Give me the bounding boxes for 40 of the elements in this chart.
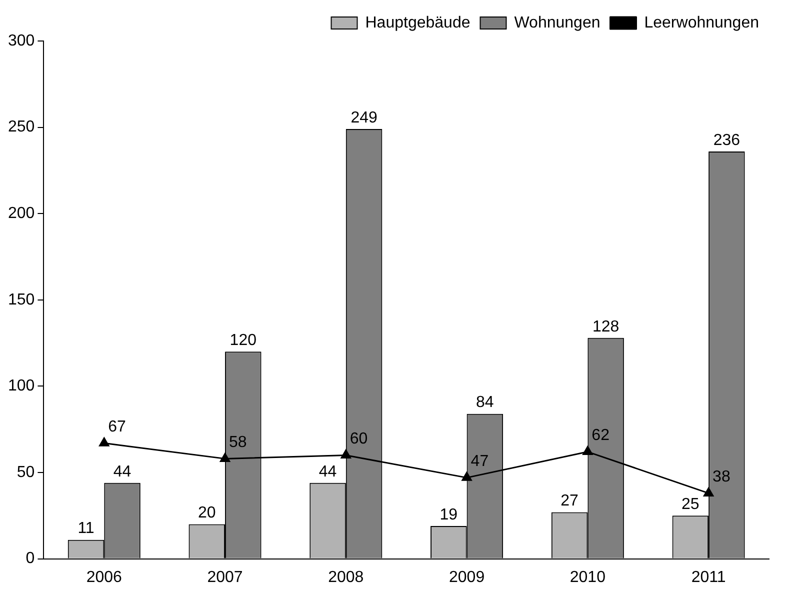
data-label: 249	[350, 109, 378, 126]
data-label: 20	[198, 504, 216, 522]
point	[462, 472, 472, 481]
x-tick-label: 2011	[691, 568, 726, 586]
point	[340, 449, 351, 458]
legend-label: Wohnungen	[514, 14, 600, 32]
x-tick-label: 2007	[207, 568, 243, 586]
data-label: 128	[592, 318, 620, 336]
data-label: 60	[350, 430, 368, 448]
data-label: 67	[108, 418, 126, 436]
data-label: 19	[440, 506, 458, 524]
point	[220, 452, 230, 462]
x-tick-label: 2010	[570, 568, 606, 586]
point	[582, 446, 593, 456]
data-label: 120	[230, 332, 257, 350]
data-label: 236	[713, 132, 740, 149]
x-tick-label: 2006	[86, 568, 122, 586]
data-label: 25	[682, 496, 700, 514]
y-tick-label: 50	[16, 464, 35, 481]
data-label: 44	[113, 463, 132, 480]
data-label: 11	[78, 520, 94, 538]
y-tick-label: 150	[8, 291, 35, 308]
data-label: 58	[229, 434, 247, 452]
y-tick-label: 100	[8, 378, 35, 395]
y-tick-label: 250	[8, 118, 35, 136]
point	[703, 487, 714, 496]
y-tick-label: 200	[8, 205, 35, 222]
data-label: 84	[476, 394, 494, 412]
data-label: 38	[712, 468, 730, 486]
data-label: 47	[470, 453, 489, 470]
legend-label: Leerwohnungen	[644, 14, 759, 32]
point	[99, 437, 110, 446]
legend-label: Hauptgebäude	[365, 14, 470, 32]
x-tick-label: 2009	[448, 568, 485, 586]
y-tick-label: 300	[8, 32, 35, 50]
x-tick-label: 2008	[328, 568, 364, 586]
data-label: 44	[318, 463, 337, 480]
data-label: 27	[560, 492, 579, 510]
data-label: 62	[592, 427, 610, 444]
y-tick-label: 0	[26, 550, 35, 568]
